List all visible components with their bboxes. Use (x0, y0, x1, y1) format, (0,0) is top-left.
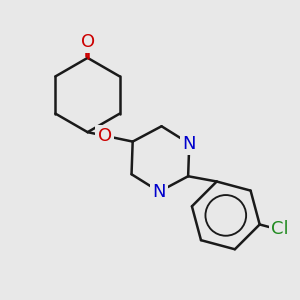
Text: O: O (98, 127, 112, 145)
Text: N: N (182, 135, 196, 153)
Text: O: O (80, 32, 94, 50)
Text: N: N (152, 183, 166, 201)
Text: Cl: Cl (271, 220, 289, 238)
